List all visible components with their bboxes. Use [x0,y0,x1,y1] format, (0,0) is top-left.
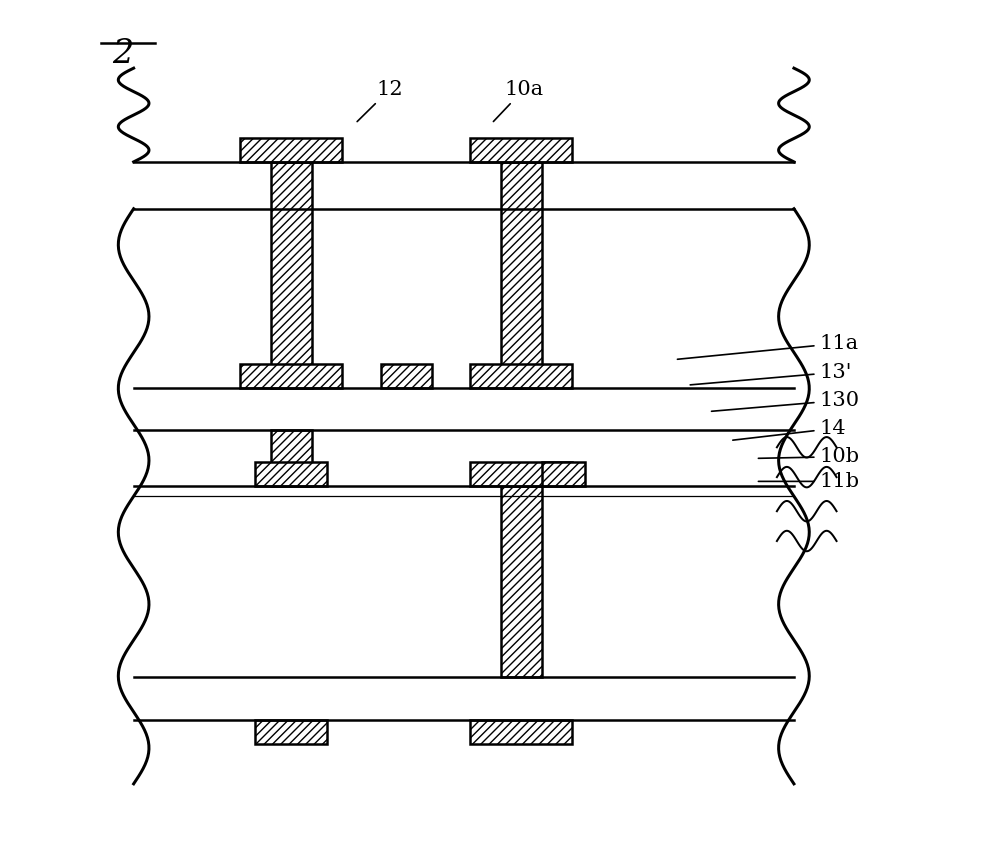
Bar [470,462,572,486]
Text: 13': 13' [690,363,852,385]
Bar [542,462,585,486]
Bar [470,138,572,162]
Text: 10a: 10a [493,80,543,122]
Bar [381,364,432,388]
Text: 2: 2 [112,38,134,71]
Text: 11b: 11b [758,472,859,491]
Bar [240,364,342,388]
Text: 12: 12 [357,80,403,122]
Text: 11a: 11a [677,334,859,360]
Bar [271,430,312,486]
Bar [255,720,327,744]
Bar [501,162,542,388]
Bar [470,364,572,388]
Bar [271,162,312,388]
Bar [470,720,572,744]
Bar [255,462,327,486]
Text: 130: 130 [712,391,860,412]
Bar [501,486,542,677]
Text: 10b: 10b [758,447,859,466]
Bar [240,138,342,162]
Text: 14: 14 [733,419,846,440]
